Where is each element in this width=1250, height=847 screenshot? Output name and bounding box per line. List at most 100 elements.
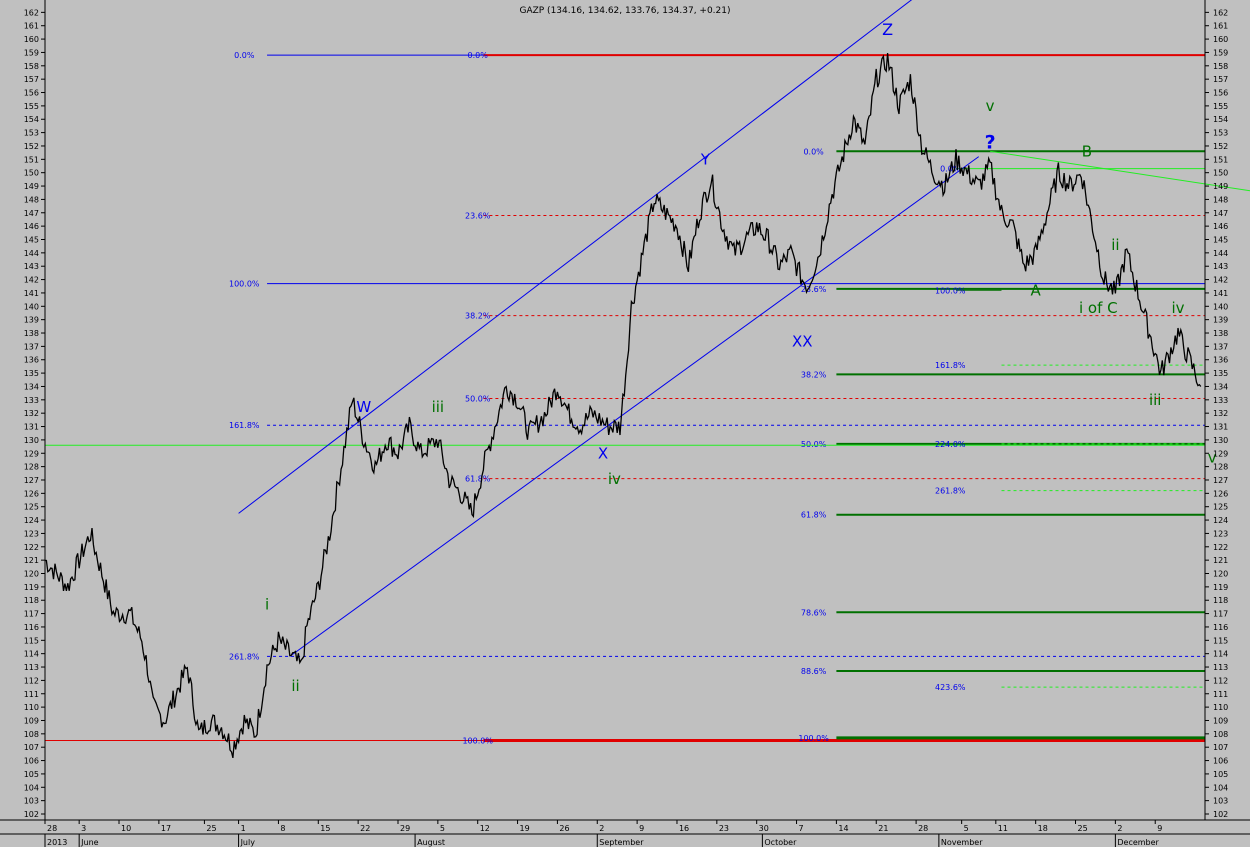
y-tick-label-left: 129 — [24, 449, 39, 458]
fib-level-label: 50.0% — [801, 440, 827, 449]
y-tick-label-right: 130 — [1213, 436, 1228, 445]
x-tick-label: 28 — [918, 824, 928, 833]
y-tick-label-left: 138 — [24, 329, 39, 338]
y-tick-label-right: 146 — [1213, 222, 1228, 231]
y-tick-label-left: 126 — [24, 489, 39, 498]
month-label: July — [240, 838, 256, 847]
y-tick-label-right: 117 — [1213, 610, 1228, 619]
x-tick-label: 9 — [639, 824, 644, 833]
y-tick-label-left: 137 — [24, 342, 39, 351]
month-label: November — [941, 838, 983, 847]
x-tick-label: 22 — [360, 824, 370, 833]
fib-level-label: 0.0% — [234, 51, 255, 60]
y-tick-label-left: 127 — [24, 476, 39, 485]
y-tick-label-right: 127 — [1213, 476, 1228, 485]
y-tick-label-right: 134 — [1213, 382, 1228, 391]
x-tick-label: 2 — [599, 824, 604, 833]
y-tick-label-left: 114 — [24, 650, 39, 659]
price-series-line — [44, 52, 1202, 759]
fib-level-label: 161.8% — [935, 361, 966, 370]
y-tick-label-left: 143 — [24, 262, 39, 271]
y-tick-label-left: 145 — [24, 235, 39, 244]
x-tick-label: 11 — [998, 824, 1008, 833]
y-tick-label-left: 156 — [24, 89, 39, 98]
month-label: September — [599, 838, 644, 847]
y-tick-label-left: 117 — [24, 610, 39, 619]
y-tick-label-right: 143 — [1213, 262, 1228, 271]
x-tick-label: 23 — [719, 824, 729, 833]
fib-level-label: 261.8% — [229, 652, 260, 661]
x-tick-label: 5 — [440, 824, 445, 833]
y-tick-label-right: 133 — [1213, 396, 1228, 405]
y-tick-label-right: 109 — [1213, 716, 1228, 725]
y-tick-label-right: 119 — [1213, 583, 1228, 592]
y-tick-label-right: 145 — [1213, 235, 1228, 244]
y-tick-label-left: 111 — [24, 690, 39, 699]
y-tick-label-left: 110 — [24, 703, 39, 712]
x-tick-label: 7 — [799, 824, 804, 833]
fib-level-label: 0.0% — [803, 147, 824, 156]
y-tick-label-right: 128 — [1213, 463, 1228, 472]
x-tick-label: 1 — [241, 824, 246, 833]
x-tick-label: 2 — [1117, 824, 1122, 833]
wave-label: ii — [291, 677, 299, 695]
y-tick-label-left: 157 — [24, 75, 39, 84]
fib-level-label: 100.0% — [798, 734, 829, 743]
wave-label: ? — [985, 132, 996, 154]
y-tick-label-left: 130 — [24, 436, 39, 445]
y-tick-label-right: 144 — [1213, 249, 1228, 258]
wave-label: v — [1208, 449, 1217, 467]
wave-label: iv — [1171, 299, 1184, 317]
y-tick-label-right: 123 — [1213, 529, 1228, 538]
fib-level-label: 23.6% — [801, 285, 827, 294]
y-tick-label-right: 114 — [1213, 650, 1228, 659]
y-tick-label-right: 138 — [1213, 329, 1228, 338]
trend-line — [289, 156, 980, 657]
fib-level-label: 50.0% — [465, 394, 491, 403]
y-tick-label-right: 121 — [1213, 556, 1228, 565]
wave-label: X — [598, 445, 608, 463]
y-tick-label-left: 161 — [24, 22, 39, 31]
y-tick-label-right: 157 — [1213, 75, 1228, 84]
chart-title: GAZP (134.16, 134.62, 133.76, 134.37, +0… — [519, 6, 730, 16]
fib-level-label: 423.6% — [935, 683, 966, 692]
y-tick-label-left: 118 — [24, 596, 39, 605]
y-tick-label-right: 132 — [1213, 409, 1228, 418]
wave-label: B — [1082, 143, 1092, 161]
y-tick-label-right: 122 — [1213, 543, 1228, 552]
x-tick-label: 26 — [559, 824, 569, 833]
x-tick-label: 12 — [480, 824, 490, 833]
y-tick-label-left: 119 — [24, 583, 39, 592]
x-tick-label: 18 — [1038, 824, 1048, 833]
x-tick-label: 10 — [121, 824, 131, 833]
y-tick-label-left: 104 — [24, 783, 39, 792]
y-tick-label-left: 107 — [24, 743, 39, 752]
fib-level-label: 161.8% — [229, 421, 260, 430]
y-tick-label-right: 120 — [1213, 570, 1228, 579]
wave-label: W — [356, 398, 371, 416]
wave-label: i of C — [1079, 299, 1118, 317]
y-tick-label-left: 154 — [24, 115, 39, 124]
y-tick-label-right: 148 — [1213, 195, 1228, 204]
y-tick-label-right: 162 — [1213, 8, 1228, 17]
y-tick-label-left: 150 — [24, 169, 39, 178]
y-tick-label-left: 102 — [24, 810, 39, 819]
y-tick-label-left: 132 — [24, 409, 39, 418]
y-tick-label-right: 104 — [1213, 783, 1228, 792]
x-tick-label: 19 — [520, 824, 530, 833]
y-tick-label-left: 125 — [24, 503, 39, 512]
y-tick-label-left: 158 — [24, 62, 39, 71]
y-tick-label-left: 128 — [24, 463, 39, 472]
fib-level-label: 261.8% — [935, 487, 966, 496]
y-tick-label-right: 152 — [1213, 142, 1228, 151]
x-tick-label: 16 — [679, 824, 689, 833]
y-tick-label-right: 141 — [1213, 289, 1228, 298]
y-tick-label-right: 161 — [1213, 22, 1228, 31]
y-tick-label-right: 102 — [1213, 810, 1228, 819]
y-tick-label-right: 151 — [1213, 155, 1228, 164]
y-tick-label-right: 158 — [1213, 62, 1228, 71]
trend-line — [238, 0, 913, 514]
y-tick-label-right: 111 — [1213, 690, 1228, 699]
y-tick-label-right: 135 — [1213, 369, 1228, 378]
